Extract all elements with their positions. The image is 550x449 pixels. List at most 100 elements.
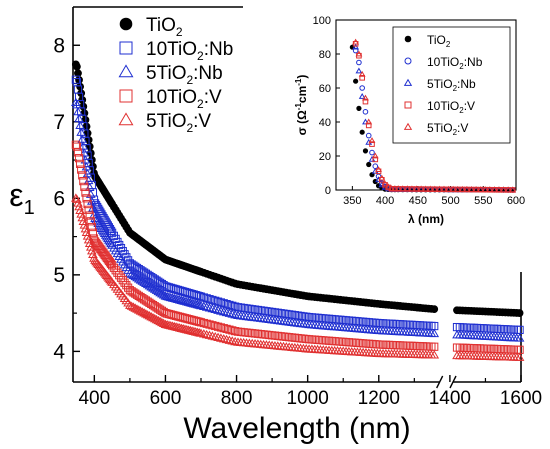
y-tick-label: 8 — [53, 34, 65, 57]
data-point — [213, 322, 223, 331]
data-point — [128, 270, 139, 280]
data-point — [78, 216, 89, 225]
series-0 — [71, 60, 524, 317]
inset-data-point — [486, 186, 494, 193]
inset-data-point — [449, 185, 457, 192]
data-point — [216, 298, 226, 307]
data-point — [81, 227, 92, 236]
legend-label-sub: 2 — [186, 121, 193, 135]
data-point — [151, 314, 162, 324]
data-point — [430, 305, 439, 314]
inset-x-tick-label: 550 — [474, 195, 492, 207]
inset-legend-label-tail: :Nb — [464, 55, 483, 69]
inset-legend-marker — [403, 78, 413, 86]
data-point — [196, 300, 206, 310]
inset-data-point — [371, 152, 379, 159]
data-point — [230, 310, 240, 319]
inset-data-point — [454, 185, 462, 192]
data-point — [72, 194, 82, 203]
inset-legend-label: 5TiO2:Nb — [427, 77, 476, 93]
data-point — [211, 296, 220, 305]
data-point — [73, 198, 83, 207]
data-point — [79, 220, 90, 229]
inset-data-point — [408, 185, 416, 192]
inset-data-point — [356, 59, 362, 66]
data-point — [139, 277, 149, 286]
inset-data-point — [391, 185, 399, 192]
inset-data-point — [481, 186, 489, 193]
data-point — [213, 297, 223, 306]
data-point — [201, 329, 212, 339]
inset-data-point — [403, 185, 411, 192]
data-point — [139, 308, 149, 317]
inset-data-point — [362, 98, 369, 105]
legend-label-sub: 2 — [176, 25, 183, 39]
inset-legend-label-tail: :Nb — [457, 77, 476, 91]
data-point — [73, 106, 83, 116]
data-point — [80, 223, 91, 233]
data-point — [126, 269, 137, 278]
inset-data-point — [362, 118, 369, 125]
inset-data-point — [384, 183, 392, 190]
inset-x-tick-label: 450 — [409, 195, 427, 207]
data-point — [231, 327, 240, 336]
inset-data-point — [368, 137, 376, 144]
inset-data-point — [458, 185, 466, 192]
inset-legend-marker — [404, 57, 412, 65]
data-point — [84, 205, 93, 214]
data-point — [130, 271, 141, 281]
data-point — [221, 307, 232, 317]
data-point — [199, 318, 208, 328]
inset-data-point — [352, 47, 359, 54]
inset-data-point — [356, 105, 362, 111]
inset-legend-label-main: 10TiO — [427, 55, 459, 69]
data-point — [75, 205, 85, 214]
inset-data-point — [468, 185, 475, 192]
inset-y-axis-label: σ (Ω-1cm-1) — [294, 75, 309, 136]
data-point — [83, 235, 94, 244]
legend-marker — [118, 64, 134, 78]
data-point — [77, 134, 88, 143]
inset-data-point — [463, 185, 471, 192]
data-point — [222, 300, 231, 309]
inset-data-point — [362, 94, 369, 101]
inset-data-point — [417, 185, 425, 192]
legend-marker — [119, 89, 133, 103]
legend-label-tail: :Nb — [204, 39, 234, 60]
series-3 — [71, 140, 524, 354]
data-point — [153, 315, 164, 325]
legend-label-main: TiO — [146, 15, 176, 36]
x-axis-label: Wavelength (nm) — [183, 412, 410, 445]
inset-legend-label: TiO2 — [427, 33, 451, 49]
inset-data-point — [378, 174, 386, 181]
inset-data-point — [352, 43, 360, 50]
data-point — [222, 324, 231, 334]
data-point — [210, 331, 221, 341]
data-point — [205, 320, 214, 329]
data-point — [216, 306, 226, 315]
series-1 — [71, 75, 524, 334]
legend-label: TiO2 — [146, 15, 183, 39]
data-point — [135, 275, 146, 284]
inset-data-point — [491, 186, 498, 193]
inset-x-tick-label: 500 — [441, 195, 459, 207]
data-point — [148, 283, 158, 292]
inset-data-point — [353, 78, 359, 84]
inset-data-point — [436, 185, 443, 192]
inset-data-point — [365, 118, 373, 125]
data-point — [75, 120, 85, 130]
x-tick-label: 1400 — [429, 388, 471, 409]
data-point — [144, 280, 155, 290]
data-point — [74, 201, 84, 211]
inset-y-tick-label: 100 — [313, 15, 331, 27]
data-point — [76, 209, 87, 218]
data-point — [155, 287, 165, 297]
data-point — [202, 294, 211, 303]
inset-legend-label-sub: 2 — [459, 106, 464, 115]
data-point — [514, 352, 525, 361]
inset-data-point — [399, 185, 407, 192]
data-point — [216, 333, 226, 342]
data-point — [88, 249, 98, 259]
series-4 — [71, 193, 525, 361]
data-point — [85, 211, 94, 220]
